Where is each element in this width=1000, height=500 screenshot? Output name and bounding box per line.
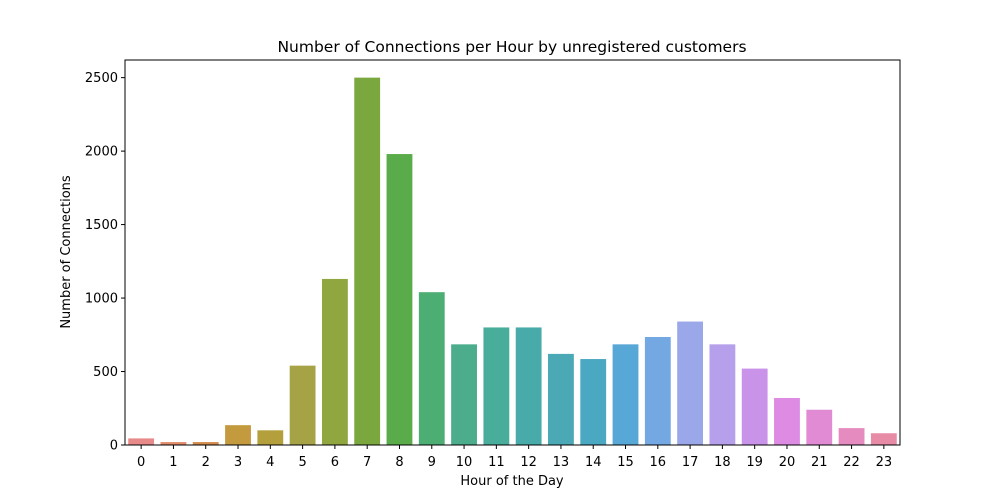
bar-hour-13 (548, 353, 574, 445)
x-tick-label: 9 (428, 455, 436, 470)
bar-hour-8 (386, 154, 413, 446)
y-axis-ticks: 0 500 1000 1500 2000 2500 (85, 71, 125, 454)
x-tick-label: 6 (331, 455, 339, 470)
bar-hour-10 (451, 344, 477, 445)
y-tick-label: 1500 (85, 218, 118, 233)
x-tick-label: 23 (876, 455, 893, 470)
x-tick-label: 8 (395, 455, 403, 470)
bar-hour-2 (192, 442, 219, 445)
bar-hour-1 (160, 442, 187, 445)
x-tick-label: 22 (843, 455, 860, 470)
bar-hour-15 (612, 344, 639, 445)
bar-hour-5 (289, 365, 316, 445)
bar-hour-19 (741, 368, 768, 445)
x-tick-label: 10 (456, 455, 473, 470)
bar-hour-14 (580, 359, 607, 445)
x-tick-label: 18 (714, 455, 731, 470)
plot-frame (124, 59, 901, 446)
x-tick-label: 7 (363, 455, 371, 470)
y-tick-label: 2500 (85, 71, 118, 86)
x-tick-label: 13 (553, 455, 570, 470)
x-tick-label: 15 (617, 455, 634, 470)
y-axis-label: Number of Connections (59, 175, 74, 329)
x-tick-label: 14 (585, 455, 602, 470)
x-axis-label: Hour of the Day (460, 474, 564, 489)
bar-hour-4 (257, 430, 284, 445)
bar-hour-7 (354, 77, 381, 445)
bar-hour-20 (774, 397, 800, 445)
bar-hour-16 (644, 336, 671, 445)
x-tick-label: 2 (202, 455, 210, 470)
bar-hour-18 (709, 344, 736, 445)
y-tick-label: 0 (110, 439, 118, 454)
bar-hour-6 (321, 278, 348, 445)
bars-group (128, 77, 897, 446)
bar-hour-23 (870, 433, 897, 445)
x-tick-label: 17 (682, 455, 699, 470)
x-tick-label: 3 (234, 455, 242, 470)
bar-hour-3 (225, 425, 251, 445)
bar-hour-9 (418, 292, 445, 445)
x-tick-label: 1 (169, 455, 177, 470)
chart-title: Number of Connections per Hour by unregi… (277, 38, 746, 56)
x-tick-label: 11 (488, 455, 505, 470)
x-tick-label: 12 (520, 455, 537, 470)
x-tick-label: 20 (779, 455, 796, 470)
bar-hour-12 (515, 327, 542, 445)
x-tick-label: 19 (746, 455, 763, 470)
bar-hour-21 (806, 409, 833, 445)
bar-hour-17 (677, 321, 704, 445)
y-tick-label: 500 (93, 365, 118, 380)
bar-hour-22 (838, 428, 865, 445)
x-tick-label: 4 (266, 455, 274, 470)
y-tick-label: 2000 (85, 145, 118, 160)
bar-hour-11 (483, 327, 510, 445)
y-tick-label: 1000 (85, 292, 118, 307)
bar-hour-0 (128, 438, 155, 445)
x-tick-label: 21 (811, 455, 828, 470)
x-tick-label: 5 (298, 455, 306, 470)
x-tick-label: 16 (650, 455, 667, 470)
x-tick-label: 0 (137, 455, 145, 470)
x-axis-ticks: 0 1 2 3 4 5 6 7 8 9 10 11 12 13 14 15 16 17 18 19 20 21 22 23 (137, 445, 892, 470)
